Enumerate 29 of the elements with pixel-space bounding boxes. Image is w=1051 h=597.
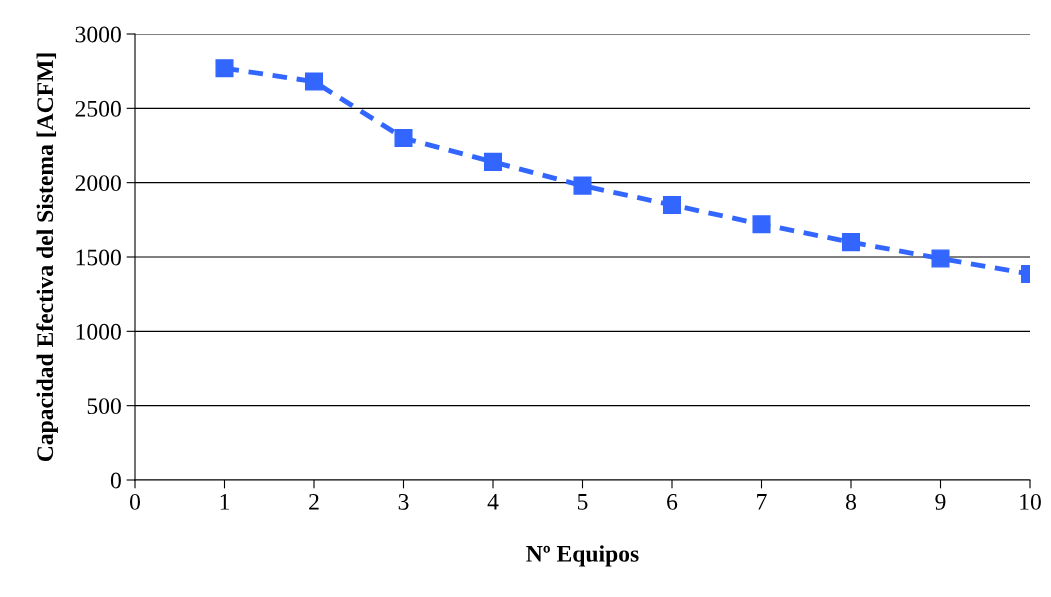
x-tick-label: 4 [487,494,499,510]
x-tick-label: 9 [935,493,946,510]
x-tick-label: 3 [398,493,409,510]
y-tick-label: 0 [110,472,121,489]
point [841,233,861,252]
x-tick-label: 10 [1020,493,1041,510]
point [304,72,324,91]
y-tick-label: 3000 [75,26,121,43]
point [573,176,592,195]
x-tick-label: 0 [130,493,140,510]
point [215,59,234,78]
x-tick-label: 1 [220,493,229,510]
x-tick-label: 7 [757,494,767,510]
y-tick-label: 2000 [75,175,121,192]
y-tick-label: 500 [87,398,121,415]
x-tick-label: 6 [667,493,678,510]
x-tick-label: 8 [846,493,856,510]
y-tick-label: 2500 [75,100,121,117]
point [394,129,413,148]
point [662,195,682,214]
point [752,215,771,234]
point [931,249,950,268]
x-tick-label: 5 [577,494,588,510]
x-axis-title: Nº Equipos [526,545,639,567]
y-tick-label: 1500 [76,249,121,266]
x-tick-label: 2 [309,493,319,510]
point [483,152,503,171]
y-axis-title: Capacidad Efectiva del Sistema [ACFM] [36,53,58,462]
y-tick-label: 1000 [76,323,121,340]
